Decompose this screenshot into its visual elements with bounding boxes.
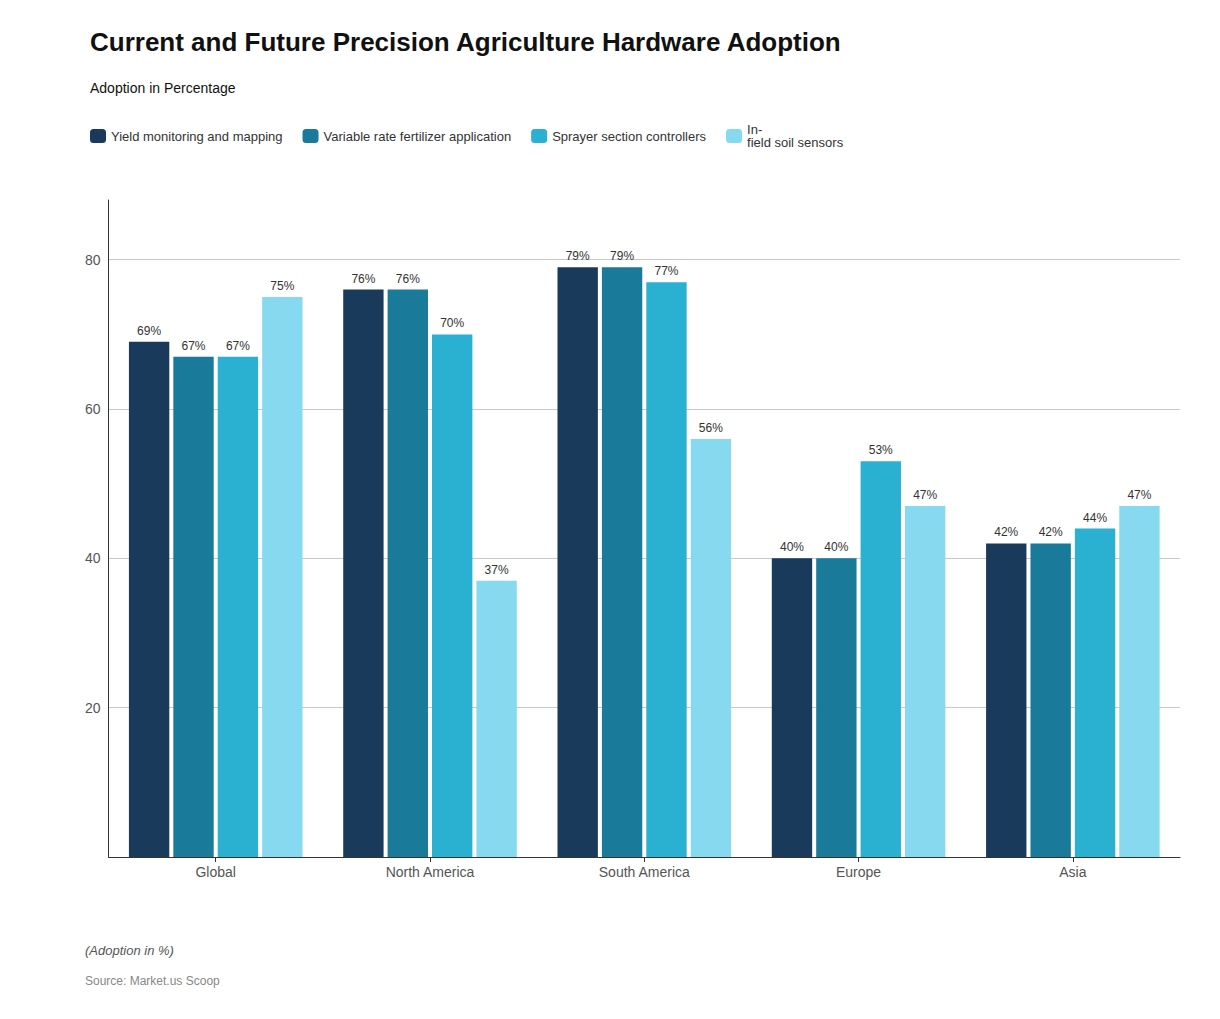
- svg-text:37%: 37%: [485, 563, 509, 577]
- svg-text:80: 80: [85, 252, 101, 268]
- svg-text:field soil sensors: field soil sensors: [747, 135, 844, 150]
- svg-text:In-: In-: [747, 122, 763, 137]
- svg-text:40%: 40%: [824, 540, 848, 554]
- svg-text:Source: Market.us Scoop: Source: Market.us Scoop: [85, 974, 220, 988]
- svg-text:76%: 76%: [351, 272, 375, 286]
- svg-text:40%: 40%: [780, 540, 804, 554]
- svg-text:67%: 67%: [226, 339, 250, 353]
- svg-text:42%: 42%: [1039, 525, 1063, 539]
- svg-text:40: 40: [85, 550, 101, 566]
- svg-text:56%: 56%: [699, 421, 723, 435]
- svg-text:Yield monitoring and mapping: Yield monitoring and mapping: [111, 129, 283, 144]
- svg-text:47%: 47%: [913, 488, 937, 502]
- svg-text:75%: 75%: [270, 279, 294, 293]
- svg-text:77%: 77%: [654, 264, 678, 278]
- svg-text:79%: 79%: [566, 249, 590, 263]
- svg-text:76%: 76%: [396, 272, 420, 286]
- svg-text:Variable rate fertilizer appli: Variable rate fertilizer application: [324, 129, 512, 144]
- svg-text:Sprayer section controllers: Sprayer section controllers: [552, 129, 706, 144]
- svg-text:(Adoption in %): (Adoption in %): [85, 943, 174, 958]
- svg-text:70%: 70%: [440, 316, 464, 330]
- svg-text:North America: North America: [386, 864, 475, 880]
- svg-text:42%: 42%: [994, 525, 1018, 539]
- svg-text:79%: 79%: [610, 249, 634, 263]
- svg-text:Europe: Europe: [836, 864, 881, 880]
- svg-text:Asia: Asia: [1059, 864, 1086, 880]
- svg-text:53%: 53%: [869, 443, 893, 457]
- svg-text:69%: 69%: [137, 324, 161, 338]
- svg-text:South America: South America: [599, 864, 690, 880]
- svg-text:Current and Future Precision A: Current and Future Precision Agriculture…: [90, 27, 841, 57]
- svg-text:Adoption in Percentage: Adoption in Percentage: [90, 80, 236, 96]
- svg-text:44%: 44%: [1083, 511, 1107, 525]
- svg-text:60: 60: [85, 401, 101, 417]
- svg-text:20: 20: [85, 700, 101, 716]
- svg-text:67%: 67%: [181, 339, 205, 353]
- svg-text:Global: Global: [195, 864, 235, 880]
- svg-text:47%: 47%: [1127, 488, 1151, 502]
